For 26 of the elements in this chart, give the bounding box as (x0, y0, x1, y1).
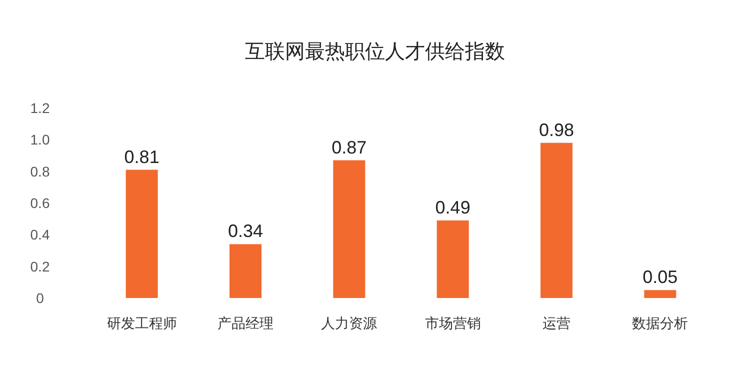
data-label: 0.87 (332, 137, 367, 158)
bar (436, 220, 469, 298)
x-tick-label: 产品经理 (218, 315, 274, 331)
y-tick-label: 0.4 (30, 226, 50, 243)
x-tick-label: 研发工程师 (106, 315, 177, 331)
data-label: 0.05 (642, 267, 678, 288)
x-tick-label: 市场营销 (424, 315, 481, 331)
x-tick-label: 人力资源 (321, 315, 378, 331)
y-tick-label: 1.2 (30, 100, 50, 116)
y-tick-label: 0.2 (30, 258, 50, 274)
data-label: 0.49 (435, 197, 470, 218)
x-tick-label: 运营 (542, 315, 570, 331)
data-label: 0.98 (538, 120, 574, 140)
y-tick-label: 0.6 (30, 195, 50, 211)
bar (333, 160, 366, 298)
bar (644, 290, 676, 298)
data-label: 0.81 (124, 146, 160, 167)
bar (230, 244, 262, 298)
y-tick-label: 1.0 (30, 132, 50, 148)
data-label: 0.34 (228, 221, 264, 242)
bar (126, 170, 158, 298)
x-tick-label: 数据分析 (632, 315, 688, 331)
bar (540, 142, 572, 298)
y-tick-label: 0 (36, 290, 44, 306)
chart-title: 互联网最热职位人才供给指数 (245, 41, 505, 63)
y-tick-label: 0.8 (30, 163, 50, 180)
